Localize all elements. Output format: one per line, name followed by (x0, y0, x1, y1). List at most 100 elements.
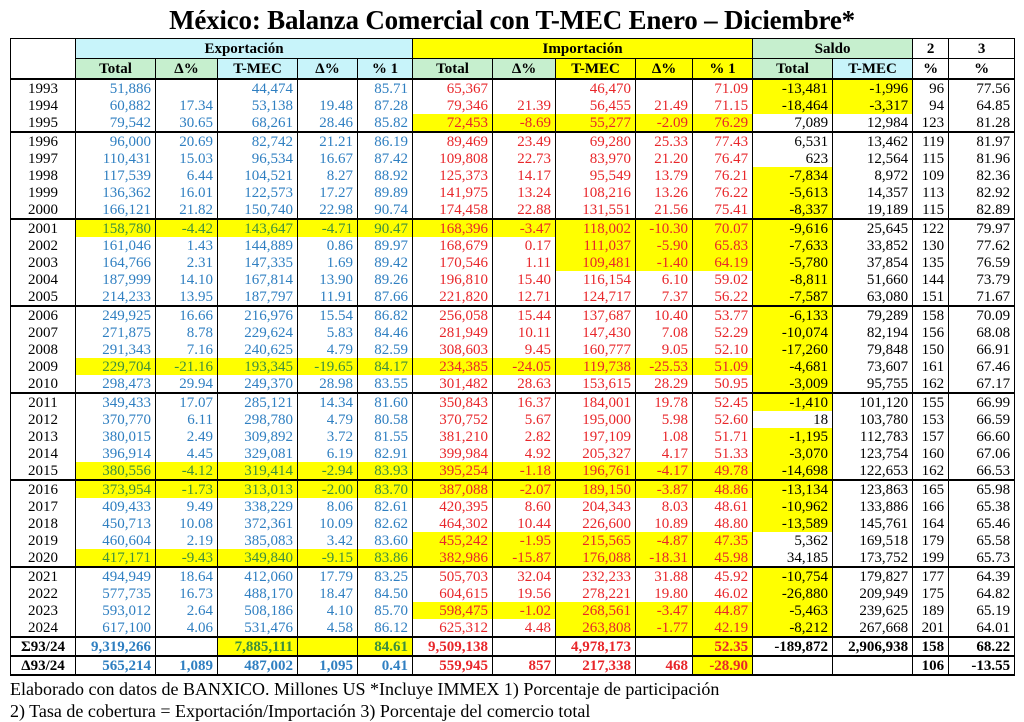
cell-export-tmec-change: -19.65 (297, 358, 358, 375)
cell-import-tmec: 160,777 (555, 341, 637, 358)
cell-import-share: 48.61 (692, 498, 754, 515)
cell-balance-tmec: 33,852 (832, 237, 914, 254)
cell-export-total: 214,233 (75, 288, 156, 306)
cell-trade-share: 81.28 (948, 114, 1016, 132)
cell-import-tmec-change: 13.79 (635, 167, 694, 184)
cell-import-tmec: 196,761 (555, 462, 637, 480)
cell-import-change: 8.60 (492, 498, 557, 515)
cell-import-total: 308,603 (412, 341, 494, 358)
cell-balance-total: -4,681 (752, 358, 834, 375)
cell-import-change: 22.88 (492, 201, 557, 219)
table-row: 2011 349,433 17.07 285,121 14.34 81.60 350,843… (10, 392, 1016, 411)
cell-year: 1998 (10, 167, 76, 184)
cell-balance-total: -10,962 (752, 498, 834, 515)
cell-import-tmec: 205,327 (555, 445, 637, 462)
cell-import-total: 141,975 (412, 184, 494, 201)
cell-import-share: 75.41 (692, 201, 754, 219)
cell-export-change: -4.12 (155, 462, 218, 480)
cell-balance-total: -17,260 (752, 341, 834, 358)
cell-balance-tmec: 2,906,938 (832, 636, 914, 657)
cell-export-total: 298,473 (75, 375, 156, 393)
cell-export-tmec: 385,083 (217, 532, 298, 549)
cell-import-share: 49.78 (692, 462, 754, 480)
cell-export-tmec: 240,625 (217, 341, 298, 358)
cell-import-share: 59.02 (692, 271, 754, 288)
cell-import-tmec-change: 9.05 (635, 341, 694, 358)
cell-import-share: 71.15 (692, 97, 754, 114)
cell-export-tmec: 96,534 (217, 150, 298, 167)
cell-coverage-rate: 179 (912, 532, 950, 549)
column-header: Δ% (492, 58, 557, 80)
table-row: 2023 593,012 2.64 508,186 4.10 85.70 598,475 -1… (10, 602, 1016, 619)
sub-header-row: Total Δ% T-MEC Δ%% 1 Total Δ% T-MEC Δ%% 1 Total T… (10, 58, 1016, 80)
cell-export-share: 81.60 (356, 392, 414, 411)
cell-import-tmec-change: 10.40 (635, 305, 694, 324)
cell-import-total: 381,210 (412, 428, 494, 445)
cell-import-tmec: 55,277 (555, 114, 637, 132)
cell-export-total: 417,171 (75, 549, 156, 567)
cell-export-change: 15.03 (155, 150, 218, 167)
cell-import-share: 44.87 (692, 602, 754, 619)
cell-import-share: 47.35 (692, 532, 754, 549)
cell-trade-share: 68.08 (948, 324, 1016, 341)
table-row: 2016 373,954 -1.73 313,013 -2.00 83.70 387,088… (10, 479, 1016, 498)
cell-trade-share: 82.89 (948, 201, 1016, 219)
cell-export-tmec-change: 4.58 (297, 619, 358, 637)
cell-year: 2011 (10, 392, 76, 411)
cell-year: 1995 (10, 114, 76, 132)
cell-balance-tmec: 239,625 (832, 602, 914, 619)
cell-year: 2020 (10, 549, 76, 567)
table-row: Δ93/24 565,214 1,089 487,002 1,095 0.41 559,94… (10, 655, 1016, 676)
table-row: Σ93/24 9,319,266 7,885,111 84.61 9,509,138 4,… (10, 636, 1016, 657)
cell-year: 2003 (10, 254, 76, 271)
cell-export-change: 17.07 (155, 392, 218, 411)
cell-export-tmec: 44,474 (217, 78, 298, 97)
cell-coverage-rate: 151 (912, 288, 950, 306)
cell-import-change: -15.87 (492, 549, 557, 567)
cell-import-total: 234,385 (412, 358, 494, 375)
cell-import-share: 70.07 (692, 218, 754, 237)
cell-export-tmec: 285,121 (217, 392, 298, 411)
cell-year: 2001 (10, 218, 76, 237)
cell-import-total: 464,302 (412, 515, 494, 532)
cell-import-share: 52.35 (692, 636, 754, 657)
cell-import-change: 23.49 (492, 131, 557, 150)
cell-balance-total: -1,410 (752, 392, 834, 411)
cell-export-share: 89.97 (356, 237, 414, 254)
cell-export-tmec: 68,261 (217, 114, 298, 132)
cell-import-tmec-change: 7.37 (635, 288, 694, 306)
cell-coverage-rate: 135 (912, 254, 950, 271)
cell-import-change: 4.92 (492, 445, 557, 462)
cell-export-total: 249,925 (75, 305, 156, 324)
cell-balance-tmec: 63,080 (832, 288, 914, 306)
trade-balance-table: Exportación Importación Saldo 2 3 Total Δ… (10, 38, 1016, 676)
cell-export-change: 1,089 (155, 655, 218, 676)
cell-balance-tmec: 123,863 (832, 479, 914, 498)
cell-export-tmec: 412,060 (217, 566, 298, 585)
cell-import-tmec-change: -18.31 (635, 549, 694, 567)
cell-import-share: 51.71 (692, 428, 754, 445)
cell-export-change (155, 636, 218, 657)
cell-export-share: 87.42 (356, 150, 414, 167)
cell-export-change: 21.82 (155, 201, 218, 219)
cell-import-tmec-change (635, 636, 694, 657)
cell-year: 2007 (10, 324, 76, 341)
cell-trade-share: 64.82 (948, 585, 1016, 602)
cell-import-share: 51.33 (692, 445, 754, 462)
cell-import-total: 168,396 (412, 218, 494, 237)
cell-balance-total: -10,074 (752, 324, 834, 341)
cell-export-total: 396,914 (75, 445, 156, 462)
footer-line-2: 2) Tasa de cobertura = Exportación/Impor… (10, 701, 591, 721)
cell-balance-total: 5,362 (752, 532, 834, 549)
cell-balance-tmec: 13,462 (832, 131, 914, 150)
cell-coverage-rate: 164 (912, 515, 950, 532)
cell-import-share: 45.92 (692, 566, 754, 585)
cell-balance-total: -8,811 (752, 271, 834, 288)
cell-export-change: 4.45 (155, 445, 218, 462)
cell-import-change: 22.73 (492, 150, 557, 167)
cell-export-tmec: 122,573 (217, 184, 298, 201)
cell-import-share: 48.80 (692, 515, 754, 532)
cell-import-tmec-change: 8.03 (635, 498, 694, 515)
cell-export-total: 187,999 (75, 271, 156, 288)
table-row: 2013 380,015 2.49 309,892 3.72 81.55 381,210 2.… (10, 428, 1016, 445)
